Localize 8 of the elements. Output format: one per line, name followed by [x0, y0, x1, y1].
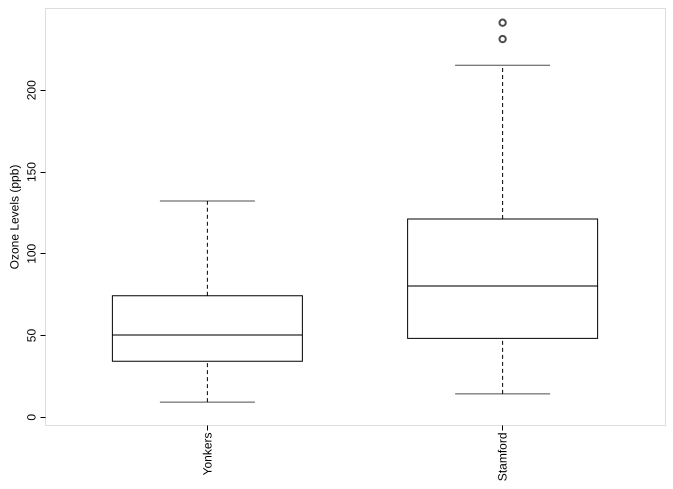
y-tick-label: 200 — [24, 80, 38, 100]
y-tick-label: 0 — [24, 414, 38, 421]
y-axis-title: Ozone Levels (ppb) — [8, 164, 22, 270]
y-tick-label: 100 — [24, 243, 38, 264]
x-tick-label: Yonkers — [200, 432, 214, 476]
y-tick-label: 150 — [24, 162, 38, 182]
y-tick-label: 50 — [24, 328, 38, 342]
x-tick-label: Stamford — [496, 432, 510, 482]
